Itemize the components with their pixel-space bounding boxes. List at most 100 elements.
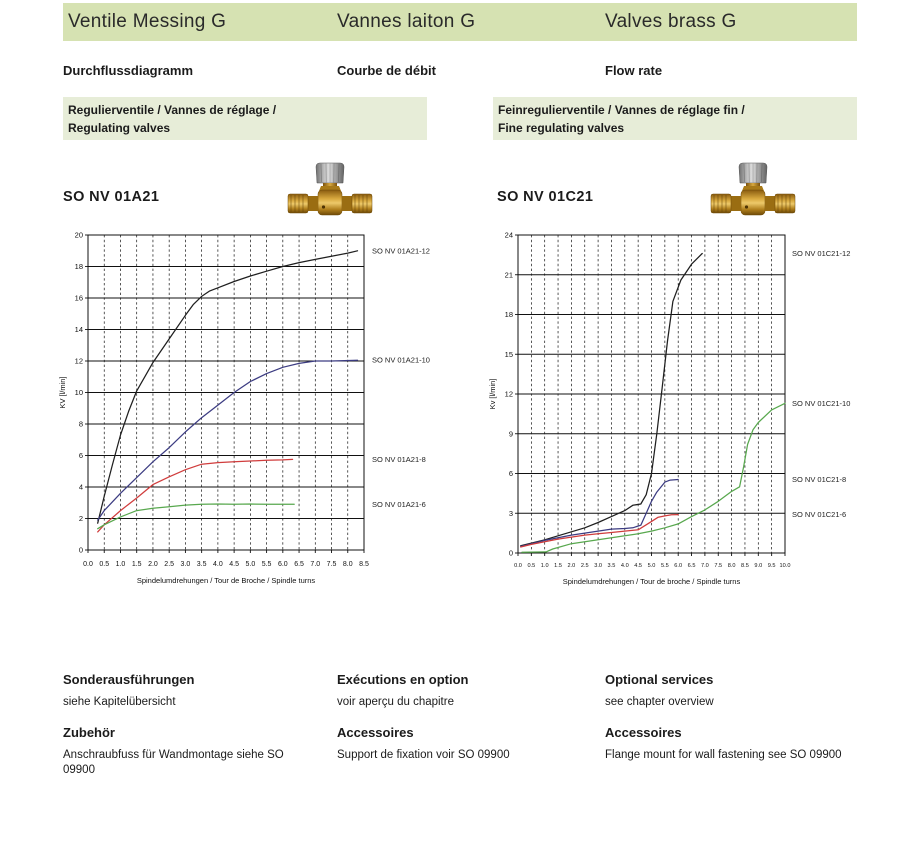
y-tick-label: 2: [79, 514, 83, 523]
y-tick-label: 6: [79, 451, 83, 460]
x-tick-label: 6.5: [294, 561, 304, 568]
series-line: [520, 252, 703, 547]
footer-heading-special-de: Sonderausführungen: [63, 672, 195, 687]
x-tick-label: 7.0: [701, 563, 709, 569]
y-tick-label: 4: [79, 483, 83, 492]
section-banner-regulating: Regulierventile / Vannes de réglage / Re…: [63, 97, 427, 140]
footer-heading-special-en: Optional services: [605, 672, 714, 687]
product-code-right: SO NV 01C21: [497, 189, 594, 205]
x-tick-label: 4.5: [229, 561, 239, 568]
y-tick-label: 12: [505, 390, 513, 399]
x-tick-label: 4.0: [621, 563, 629, 569]
series-label: SO NV 01C21-8: [792, 475, 846, 484]
series-line: [520, 478, 679, 548]
series-label: SO NV 01A21-6: [372, 500, 426, 509]
banner-line2: Fine regulating valves: [498, 121, 625, 135]
x-tick-label: 6.5: [688, 563, 696, 569]
series-label: SO NV 01C21-6: [792, 510, 846, 519]
valve-photo-left: [287, 162, 373, 216]
y-axis-title: KV [l/min]: [58, 376, 67, 408]
header-title-de: Ventile Messing G: [68, 11, 227, 32]
y-axis-title: Kv [l/min]: [488, 379, 497, 410]
y-tick-label: 18: [75, 262, 83, 271]
x-tick-label: 3.0: [594, 563, 602, 569]
header-title-en: Valves brass G: [605, 11, 737, 32]
y-tick-label: 9: [509, 429, 513, 438]
y-tick-label: 0: [79, 546, 83, 555]
footer-heading-accessories-de: Zubehör: [63, 725, 115, 740]
series-label: SO NV 01A21-10: [372, 356, 430, 365]
footer-heading-special-fr: Exécutions en option: [337, 672, 469, 687]
subtitle-en: Flow rate: [605, 63, 663, 78]
x-tick-label: 2.0: [148, 561, 158, 568]
y-tick-label: 21: [505, 270, 513, 279]
x-tick-label: 9.0: [754, 563, 762, 569]
x-tick-label: 0.0: [514, 563, 522, 569]
x-tick-label: 9.5: [768, 563, 776, 569]
x-tick-label: 1.5: [554, 563, 562, 569]
series-label: SO NV 01C21-10: [792, 399, 850, 408]
footer-body-special-en: see chapter overview: [605, 696, 714, 708]
y-tick-label: 15: [505, 350, 513, 359]
x-tick-label: 2.5: [164, 561, 174, 568]
x-tick-label: 1.0: [541, 563, 549, 569]
y-tick-label: 0: [509, 549, 513, 558]
x-tick-label: 3.0: [181, 561, 191, 568]
footer-heading-accessories-fr: Accessoires: [337, 725, 414, 740]
x-tick-label: 8.0: [728, 563, 736, 569]
y-tick-label: 8: [79, 420, 83, 429]
x-axis-title: Spindelumdrehungen / Tour de broche / Sp…: [563, 577, 741, 586]
banner-line2: Regulating valves: [68, 121, 171, 135]
footer-body-accessories-fr: Support de fixation voir SO 09900: [337, 749, 510, 761]
x-axis-title: Spindelumdrehungen / Tour de Broche / Sp…: [137, 576, 316, 585]
x-tick-label: 5.5: [262, 561, 272, 568]
x-tick-label: 6.0: [278, 561, 288, 568]
page-header: Ventile Messing G Vannes laiton G Valves…: [63, 3, 857, 41]
series-line: [97, 250, 359, 524]
series-label: SO NV 01A21-12: [372, 246, 430, 255]
section-banner-fine-regulating: Feinregulierventile / Vannes de réglage …: [493, 97, 857, 140]
x-tick-label: 7.5: [327, 561, 337, 568]
subtitle-de: Durchflussdiagramm: [63, 63, 194, 78]
footer-body-special-de: siehe Kapitelübersicht: [63, 696, 176, 708]
x-tick-label: 5.5: [661, 563, 669, 569]
series-line: [520, 513, 679, 548]
banner-line1: Feinregulierventile / Vannes de réglage …: [498, 103, 745, 117]
x-tick-label: 6.0: [674, 563, 682, 569]
y-tick-label: 3: [509, 509, 513, 518]
x-tick-label: 8.0: [343, 561, 353, 568]
product-code-left: SO NV 01A21: [63, 189, 160, 205]
y-tick-label: 24: [505, 231, 513, 240]
x-tick-label: 3.5: [197, 561, 207, 568]
x-tick-label: 0.5: [527, 563, 535, 569]
x-tick-label: 10.0: [780, 563, 791, 569]
x-tick-label: 4.0: [213, 561, 223, 568]
y-tick-label: 14: [75, 325, 83, 334]
footer-body-special-fr: voir aperçu du chapitre: [337, 696, 454, 708]
footer-body-accessories-de: Anschraubfuss für Wandmontage siehe SO 0…: [63, 749, 284, 776]
x-tick-label: 0.5: [99, 561, 109, 568]
series-line: [97, 458, 294, 533]
banner-line1: Regulierventile / Vannes de réglage /: [68, 103, 277, 117]
series-line: [97, 503, 295, 530]
y-tick-label: 18: [505, 310, 513, 319]
footer-body-accessories-en: Flange mount for wall fastening see SO 0…: [605, 749, 842, 761]
flow-chart-left: 0 2 4 6 8 10 12 14 16 18 20 0.0 0.5 1.0 1.5 2.0 2.5 3.0 3.…: [58, 231, 430, 585]
y-tick-label: 10: [75, 388, 83, 397]
x-tick-label: 8.5: [359, 561, 369, 568]
flow-chart-right: 0 3 6 9 12 15 18 21 24 0.0 0.5 1.0 1.5 2.0 2.5 3.0 3.5 4.…: [488, 231, 850, 586]
x-tick-label: 2.5: [581, 563, 589, 569]
series-label: SO NV 01C21-12: [792, 249, 850, 258]
series-label: SO NV 01A21-8: [372, 455, 426, 464]
series-line: [521, 402, 786, 553]
x-tick-label: 5.0: [245, 561, 255, 568]
x-tick-label: 7.0: [310, 561, 320, 568]
y-tick-label: 6: [509, 469, 513, 478]
footer-heading-accessories-en: Accessoires: [605, 725, 682, 740]
valve-photo-right: [710, 162, 796, 216]
subtitle-fr: Courbe de débit: [337, 63, 436, 78]
series-line: [97, 359, 359, 521]
x-tick-label: 7.5: [714, 563, 722, 569]
y-tick-label: 12: [75, 357, 83, 366]
